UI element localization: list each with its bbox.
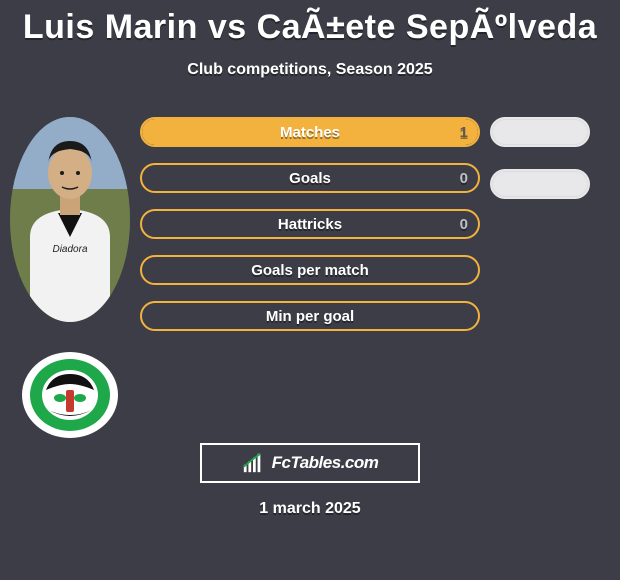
stat-bar: Min per goal: [140, 301, 480, 331]
svg-text:Diadora: Diadora: [52, 244, 87, 255]
page-title: Luis Marin vs CaÃ±ete SepÃºlveda: [0, 0, 620, 47]
opponent-pill: [490, 117, 590, 147]
stat-bar: Matches1: [140, 117, 480, 147]
stat-label: Goals per match: [142, 257, 478, 283]
stat-row: Min per goal: [140, 301, 600, 331]
stats-container: Matches1Goals0Hattricks0Goals per matchM…: [140, 117, 600, 347]
stat-label: Hattricks: [142, 211, 478, 237]
stat-label: Goals: [142, 165, 478, 191]
stat-value: 0: [460, 165, 468, 191]
stat-bar: Goals0: [140, 163, 480, 193]
badge-leaf-l: [54, 394, 66, 402]
stat-row: Hattricks0: [140, 209, 600, 239]
badge-svg: [20, 350, 120, 440]
stat-row: Goals per match: [140, 255, 600, 285]
stat-bar: Goals per match: [140, 255, 480, 285]
brand-box: FcTables.com: [200, 443, 420, 483]
player-avatar: Diadora: [10, 117, 130, 322]
brand-text: FcTables.com: [272, 453, 379, 473]
bar-chart-icon: [242, 452, 264, 474]
date-text: 1 march 2025: [0, 500, 620, 518]
page-subtitle: Club competitions, Season 2025: [0, 61, 620, 79]
stat-value: 1: [460, 119, 468, 145]
stat-row: Goals0: [140, 163, 600, 193]
opponent-pill: [490, 169, 590, 199]
team-badge: [20, 350, 120, 440]
avatar-svg: Diadora: [10, 117, 130, 322]
stat-bar: Hattricks0: [140, 209, 480, 239]
stat-label: Matches: [142, 119, 478, 145]
stat-row: Matches1: [140, 117, 600, 147]
stat-label: Min per goal: [142, 303, 478, 329]
badge-trunk: [66, 390, 74, 412]
stat-value: 0: [460, 211, 468, 237]
badge-leaf-r: [74, 394, 86, 402]
